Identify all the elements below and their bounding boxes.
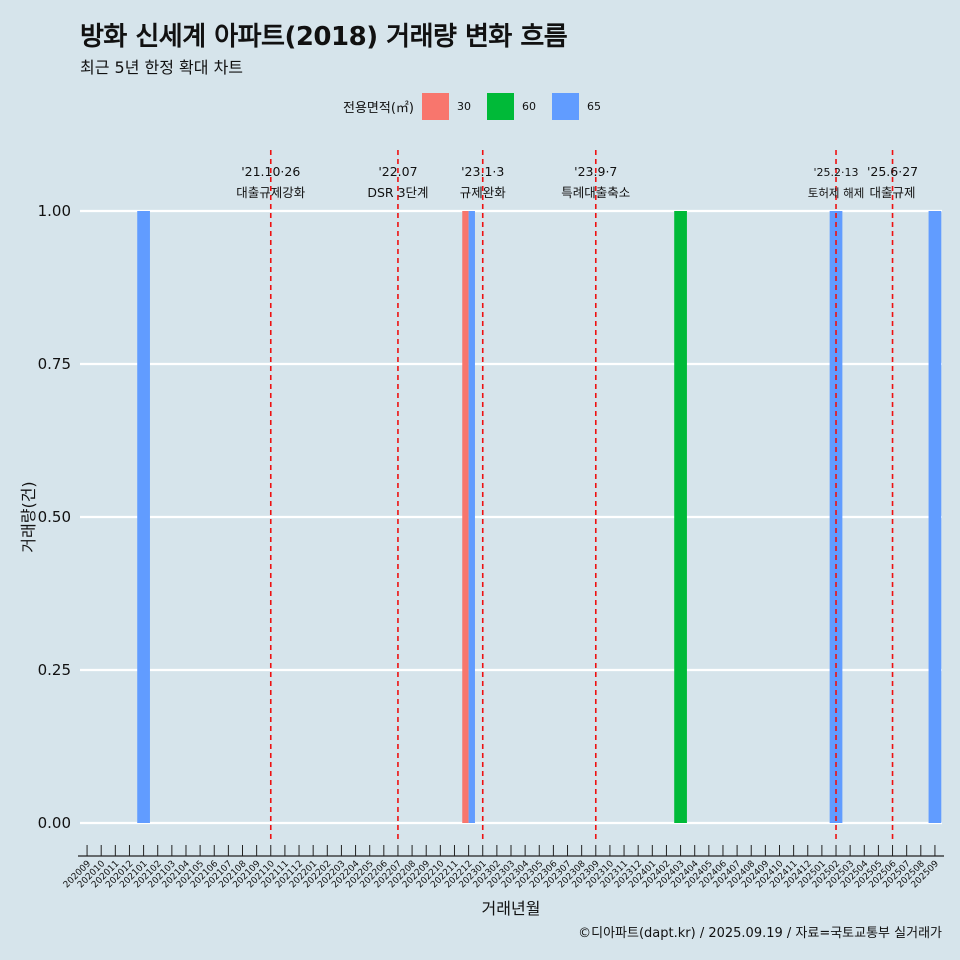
bar-65-202212 <box>468 211 475 823</box>
event-date-label: '23.1·3 <box>461 164 504 179</box>
chart-subtitle: 최근 5년 한정 확대 차트 <box>80 58 244 77</box>
chart-title: 방화 신세계 아파트(2018) 거래량 변화 흐름 <box>80 22 568 52</box>
bar-65-202101 <box>137 211 150 823</box>
event-name-label: 특례대출축소 <box>561 185 630 200</box>
event-name-label: 대출규제 <box>870 185 916 200</box>
source-caption: ©디아파트(dapt.kr) / 2025.09.19 / 자료=국토교통부 실… <box>578 926 942 941</box>
legend-label-30: 30 <box>456 100 471 113</box>
legend-swatch-30 <box>421 93 449 120</box>
x-axis-title: 거래년월 <box>482 899 541 918</box>
legend-title: 전용면적(㎡) <box>343 101 414 116</box>
event-date-label: '22.07 <box>378 164 417 179</box>
event-date-label: '23.9·7 <box>574 164 617 179</box>
y-tick-label: 1.00 <box>38 202 71 220</box>
bar-65-202509 <box>928 211 942 823</box>
event-name-label: 토허제 해제 <box>808 186 865 200</box>
bar-30-202212 <box>462 211 469 823</box>
event-name-label: 규제완화 <box>460 185 507 200</box>
legend: 전용면적(㎡) 30 60 65 <box>0 93 960 120</box>
event-date-label: '25.2·13 <box>814 166 859 179</box>
y-tick-label: 0.25 <box>38 661 71 679</box>
legend-swatch-60 <box>486 93 514 120</box>
event-name-label: DSR 3단계 <box>367 185 428 200</box>
event-date-label: '21.10·26 <box>241 164 300 179</box>
y-axis-title: 거래량(건) <box>19 481 38 552</box>
y-tick-label: 0.00 <box>38 814 71 832</box>
legend-swatch-65 <box>551 93 579 120</box>
bar-60-202403 <box>674 211 687 823</box>
legend-label-60: 60 <box>521 100 536 113</box>
y-tick-label: 0.75 <box>38 355 71 373</box>
event-date-label: '25.6·27 <box>867 164 918 179</box>
event-name-label: 대출규제강화 <box>236 185 306 200</box>
legend-label-65: 65 <box>586 100 601 113</box>
bar-65-202502 <box>829 211 843 823</box>
y-tick-label: 0.50 <box>38 508 71 526</box>
